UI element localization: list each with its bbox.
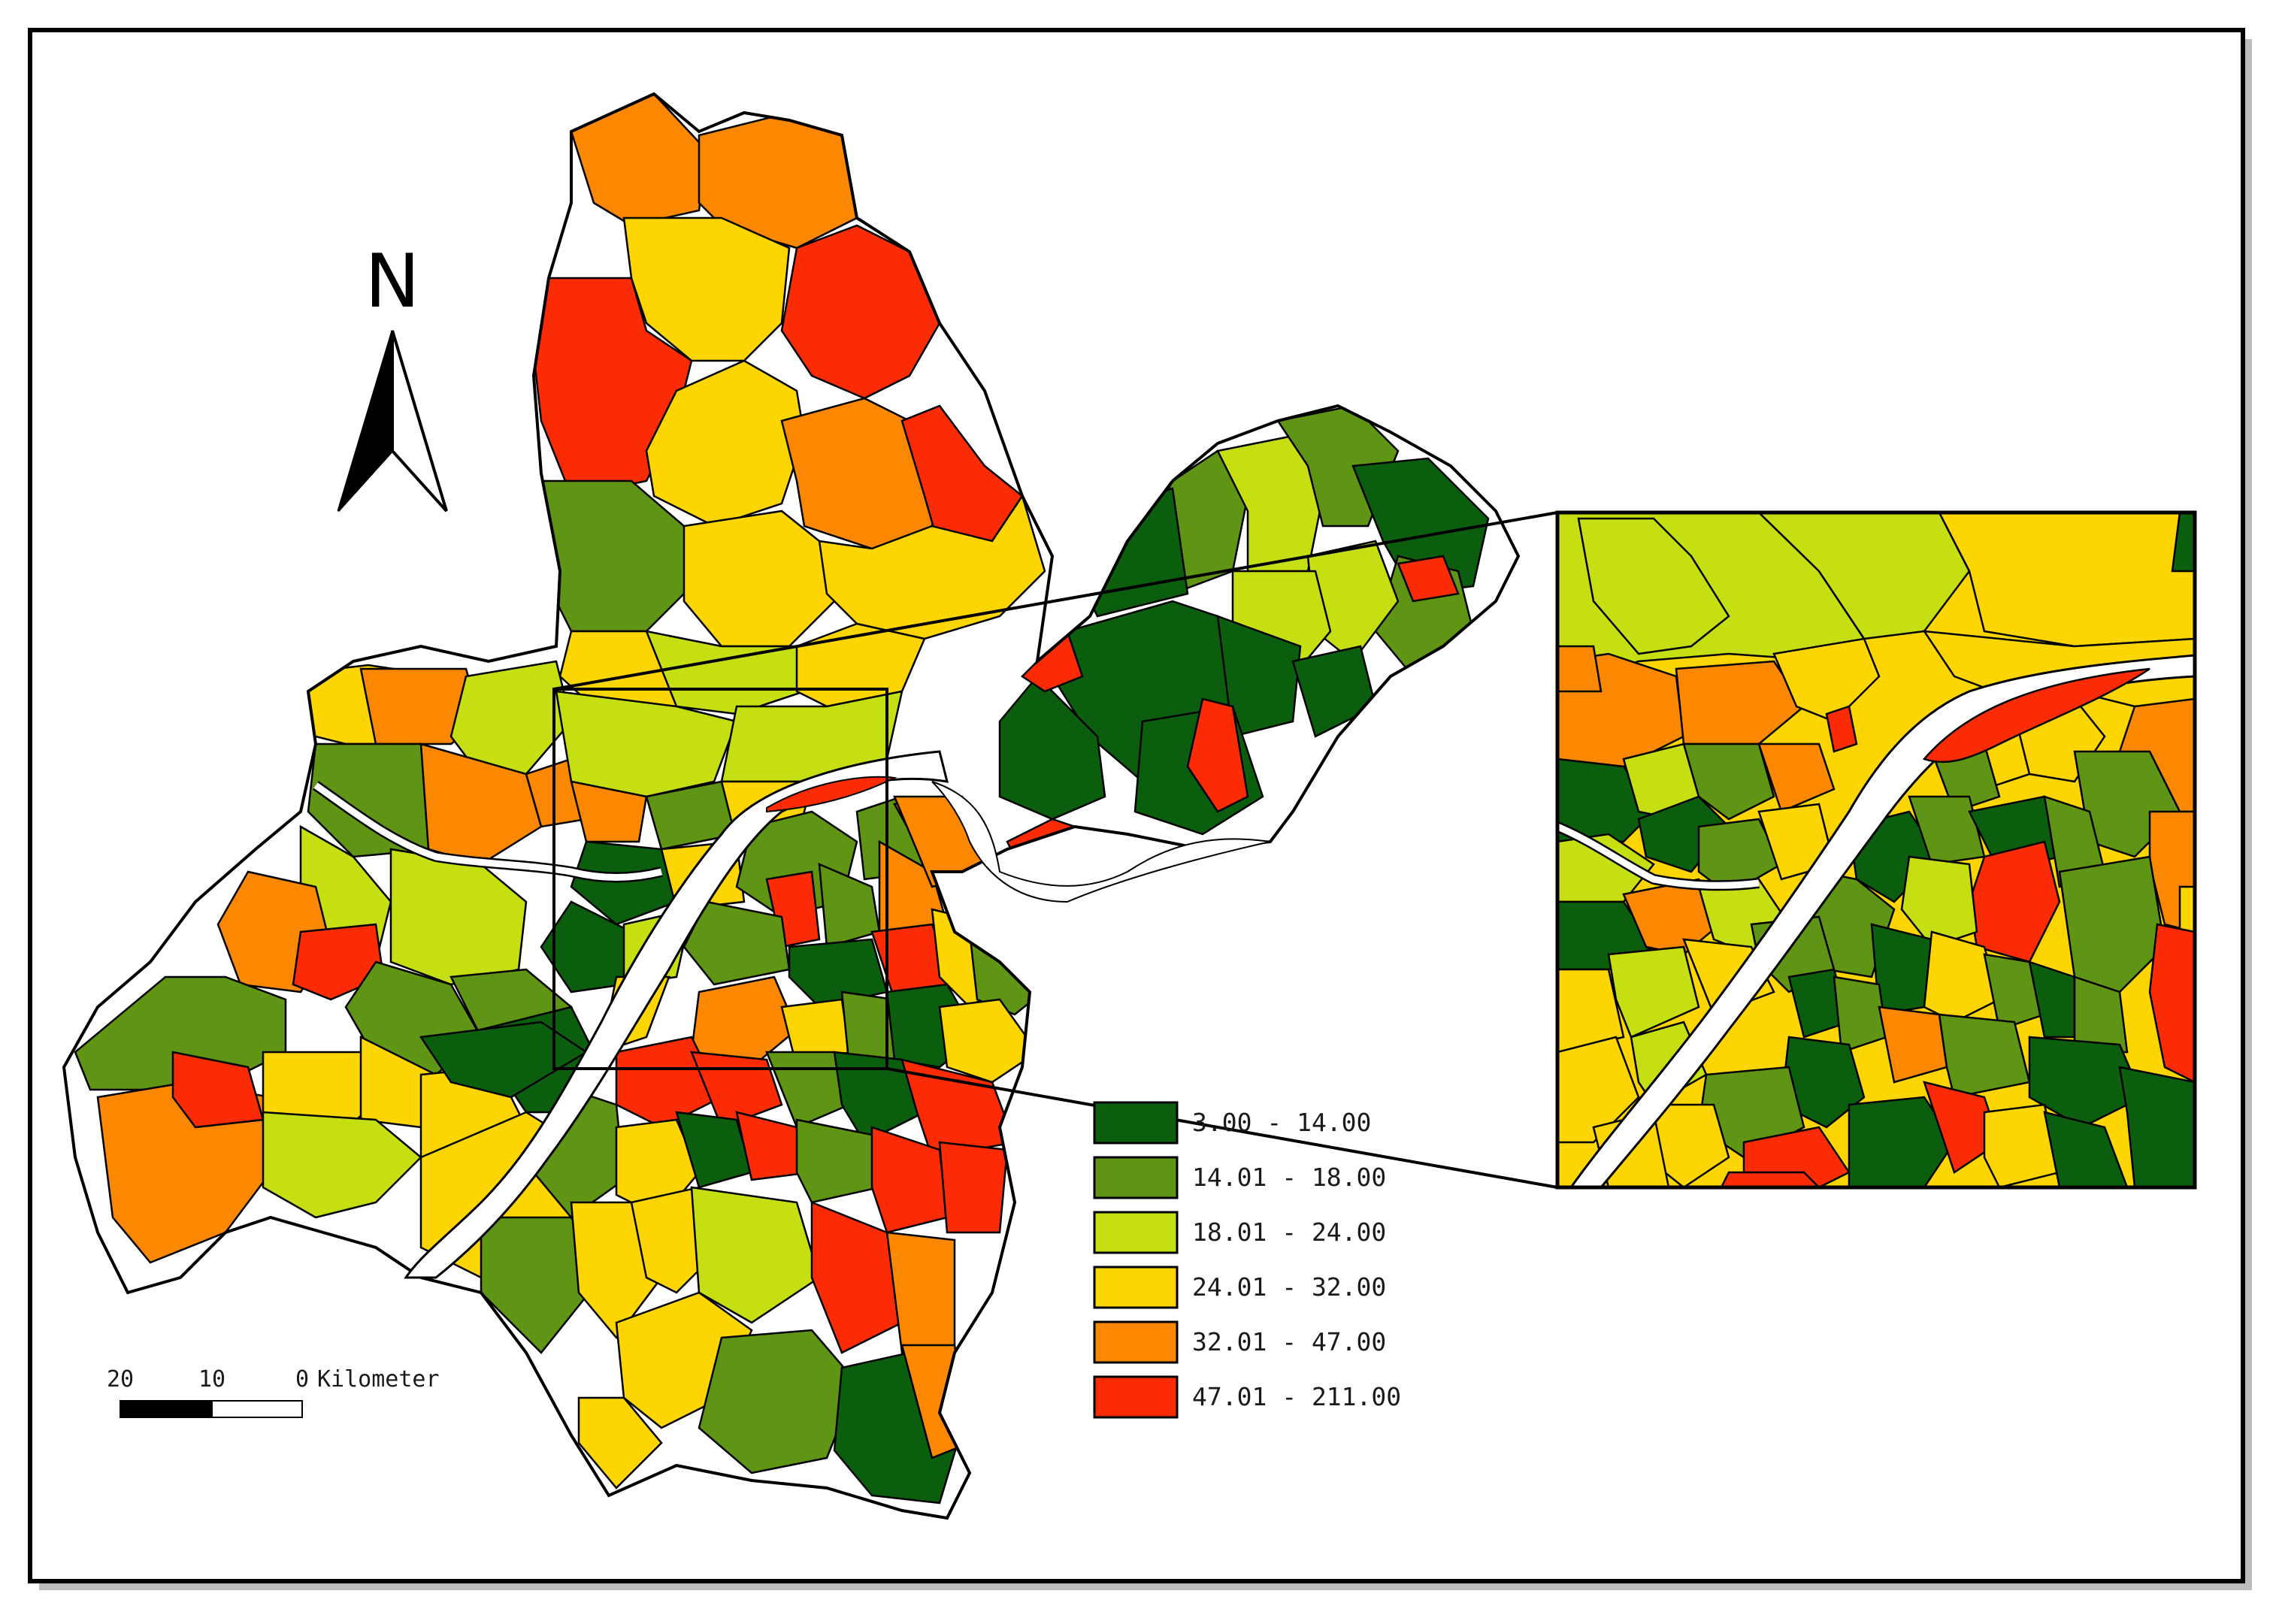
region bbox=[938, 998, 1039, 1084]
inset-map-border bbox=[1555, 510, 2197, 1190]
region bbox=[570, 840, 678, 926]
region bbox=[419, 742, 543, 866]
region bbox=[682, 900, 791, 986]
scale-bar-white-segment bbox=[211, 1400, 303, 1418]
region bbox=[698, 1329, 858, 1474]
inset-connector-bottom bbox=[886, 1067, 1558, 1189]
region bbox=[1216, 615, 1302, 738]
region bbox=[1397, 555, 1460, 603]
zoom-extent-rectangle bbox=[552, 688, 888, 1070]
scale-bar-black-segment bbox=[120, 1400, 213, 1418]
region bbox=[682, 510, 836, 648]
scale-tick-0: 0 bbox=[295, 1366, 309, 1393]
region bbox=[795, 1118, 881, 1204]
legend-swatch bbox=[1093, 1375, 1179, 1419]
inset-river-island bbox=[1922, 667, 2150, 764]
han-river-fill bbox=[313, 782, 663, 881]
legend-swatch bbox=[1093, 1266, 1179, 1309]
scale-tick-10: 10 bbox=[198, 1366, 225, 1393]
region bbox=[1186, 697, 1249, 813]
region bbox=[262, 1111, 422, 1219]
east-water-body bbox=[931, 781, 1271, 903]
legend-swatch bbox=[1093, 1211, 1179, 1254]
region bbox=[570, 780, 648, 843]
legend: 3.00 - 14.00 14.01 - 18.00 18.01 - 24.00 24… bbox=[1093, 1101, 1401, 1419]
region bbox=[1351, 457, 1490, 595]
region bbox=[577, 1396, 663, 1489]
region bbox=[419, 1021, 589, 1099]
main-map bbox=[62, 92, 1521, 1520]
inset-connector-top bbox=[553, 511, 1558, 691]
region bbox=[818, 494, 1046, 640]
scale-unit: Kilometer bbox=[317, 1366, 440, 1393]
region bbox=[171, 1051, 265, 1129]
legend-swatch bbox=[1093, 1156, 1179, 1199]
region bbox=[292, 923, 385, 1001]
scale-bar: 20 10 0 Kilometer bbox=[107, 1366, 440, 1418]
legend-swatch bbox=[1093, 1101, 1179, 1145]
river-island bbox=[766, 776, 897, 813]
inset-map bbox=[1555, 510, 2197, 1190]
yangtze-river bbox=[404, 750, 949, 1279]
legend-swatch bbox=[1093, 1320, 1179, 1364]
legend-label: 14.01 - 18.00 bbox=[1192, 1163, 1386, 1192]
legend-label: 24.01 - 32.00 bbox=[1192, 1272, 1386, 1302]
scale-tick-20: 20 bbox=[107, 1366, 134, 1393]
region bbox=[690, 1186, 821, 1324]
region bbox=[870, 1126, 949, 1234]
region bbox=[480, 1216, 603, 1354]
legend-label: 47.01 - 211.00 bbox=[1192, 1382, 1401, 1411]
region bbox=[780, 224, 941, 400]
region bbox=[690, 1051, 783, 1129]
north-arrow: N bbox=[337, 239, 448, 513]
region bbox=[540, 900, 633, 993]
legend-label: 32.01 - 47.00 bbox=[1192, 1327, 1386, 1356]
region bbox=[570, 94, 708, 227]
legend-label: 18.01 - 24.00 bbox=[1192, 1217, 1386, 1247]
north-arrow-label: N bbox=[365, 239, 419, 325]
region bbox=[645, 359, 806, 528]
legend-label: 3.00 - 14.00 bbox=[1192, 1108, 1371, 1137]
region bbox=[810, 1201, 903, 1354]
region bbox=[938, 1141, 1009, 1234]
region bbox=[833, 1051, 926, 1144]
